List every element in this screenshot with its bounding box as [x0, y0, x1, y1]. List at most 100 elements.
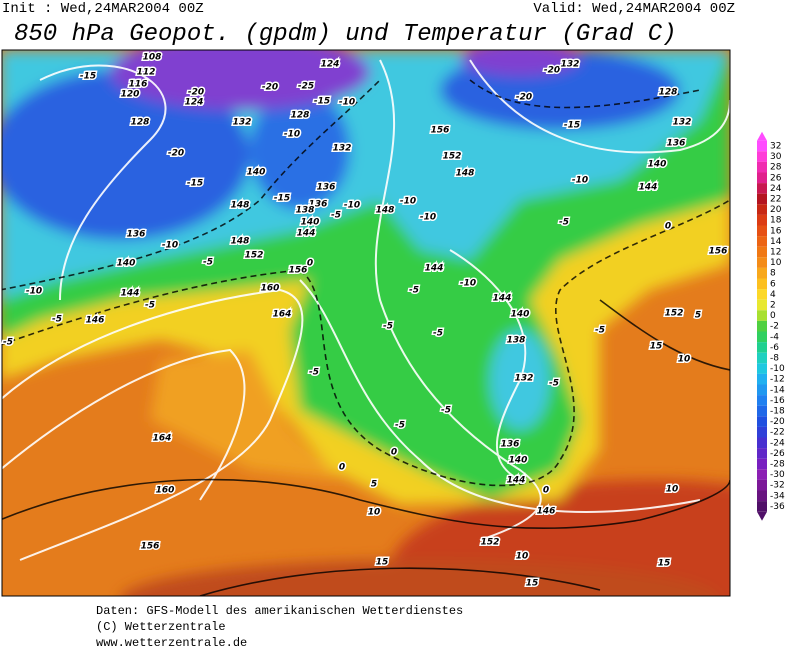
- contour-label: -15: [187, 179, 203, 189]
- contour-label: 128: [659, 88, 678, 98]
- colorbar-swatch: [757, 310, 767, 321]
- colorbar-label: -10: [770, 364, 785, 374]
- colorbar-label: -14: [770, 385, 785, 395]
- colorbar-swatch: [757, 416, 767, 427]
- contour-label: -15: [314, 97, 330, 107]
- contour-label: 152: [245, 251, 264, 261]
- colorbar-label: 8: [770, 269, 776, 279]
- colorbar-swatch: [757, 257, 767, 268]
- contour-label: -5: [549, 379, 559, 389]
- contour-label: 10: [516, 552, 529, 562]
- contour-label: 148: [376, 206, 395, 216]
- colorbar-label: 20: [770, 205, 782, 215]
- colorbar-swatch: [757, 373, 767, 385]
- contour-label: 5: [695, 311, 701, 321]
- colorbar-swatch: [757, 352, 767, 364]
- colorbar-label: -20: [770, 417, 785, 427]
- contour-label: 140: [511, 310, 530, 320]
- colorbar-arrow: [757, 131, 767, 141]
- contour-label: 10: [666, 485, 679, 495]
- colorbar-swatch: [757, 395, 767, 406]
- contour-label: 144: [297, 229, 316, 239]
- contour-label: 0: [307, 259, 313, 269]
- contour-label: 144: [493, 294, 512, 304]
- contour-label: 132: [233, 118, 252, 128]
- colorbar-label: 12: [770, 248, 781, 258]
- contour-label: -5: [309, 368, 319, 378]
- colorbar-label: -22: [770, 428, 785, 438]
- contour-label: -20: [188, 88, 204, 98]
- contour-label: 15: [658, 559, 671, 569]
- contour-label: 136: [317, 183, 336, 193]
- contour-label: 136: [667, 139, 686, 149]
- contour-label: 152: [665, 309, 684, 319]
- colorbar-label: 16: [770, 226, 782, 236]
- colorbar-swatch: [757, 342, 767, 353]
- colorbar-swatch: [757, 183, 767, 194]
- contour-label: -5: [3, 338, 13, 348]
- contour-label: 148: [231, 237, 250, 247]
- colorbar-label: 22: [770, 195, 781, 205]
- contour-label: -5: [395, 421, 405, 431]
- colorbar-swatch: [757, 469, 767, 480]
- colorbar-label: 30: [770, 152, 782, 162]
- contour-label: 0: [665, 222, 671, 232]
- contour-label: 132: [515, 374, 534, 384]
- contour-label: -5: [383, 322, 393, 332]
- contour-label: 108: [143, 53, 162, 63]
- contour-label: 144: [425, 264, 444, 274]
- contour-label: -10: [162, 241, 178, 251]
- contour-label: 0: [391, 448, 397, 458]
- colorbar-swatch: [757, 193, 767, 205]
- colorbar-swatch: [757, 363, 767, 374]
- contour-label: -10: [460, 279, 476, 289]
- contour-label: -5: [331, 211, 341, 221]
- contour-label: -20: [168, 149, 184, 159]
- contour-label: 5: [371, 480, 377, 490]
- colorbar-swatch: [757, 501, 767, 512]
- contour-label: 128: [291, 111, 310, 121]
- contour-label: 15: [526, 579, 539, 589]
- contour-label: -5: [559, 218, 569, 228]
- colorbar-label: 14: [770, 237, 782, 247]
- colorbar-swatch: [757, 384, 767, 396]
- colorbar-label: 26: [770, 173, 782, 183]
- colorbar-swatch: [757, 405, 767, 417]
- contour-label: -20: [262, 83, 278, 93]
- contour-label: -15: [274, 194, 290, 204]
- contour-label: 0: [543, 486, 549, 496]
- colorbar-label: -32: [770, 481, 785, 491]
- colorbar-arrow: [757, 511, 767, 521]
- contour-label: 120: [121, 90, 140, 100]
- contour-label: 140: [247, 168, 266, 178]
- contour-label: -5: [441, 406, 451, 416]
- colorbar-label: -34: [770, 491, 785, 501]
- contour-label: -5: [433, 329, 443, 339]
- colorbar-swatch: [757, 331, 767, 343]
- contour-label: 144: [639, 183, 658, 193]
- contour-label: -5: [595, 326, 605, 336]
- contour-label: 146: [86, 316, 105, 326]
- colorbar-swatch: [757, 490, 767, 502]
- colorbar-swatch: [757, 458, 767, 470]
- contour-label: -10: [400, 197, 416, 207]
- contour-label: 128: [131, 118, 150, 128]
- colorbar-label: -16: [770, 396, 785, 406]
- colorbar-swatch: [757, 437, 767, 449]
- contour-label: -20: [516, 93, 532, 103]
- contour-label: 156: [709, 247, 728, 257]
- contour-label: 132: [333, 144, 352, 154]
- contour-label: 144: [121, 289, 140, 299]
- contour-label: 136: [501, 440, 520, 450]
- contour-label: -10: [284, 130, 300, 140]
- colorbar-label: 2: [770, 301, 776, 311]
- colorbar-label: -4: [770, 332, 779, 342]
- contour-label: -10: [572, 176, 588, 186]
- colorbar-swatch: [757, 161, 767, 173]
- footer-line: Daten: GFS-Modell des amerikanischen Wet…: [96, 604, 463, 618]
- colorbar-label: -6: [770, 343, 779, 353]
- colorbar-swatch: [757, 214, 767, 226]
- contour-label: 144: [507, 476, 526, 486]
- colorbar-label: -2: [770, 322, 779, 332]
